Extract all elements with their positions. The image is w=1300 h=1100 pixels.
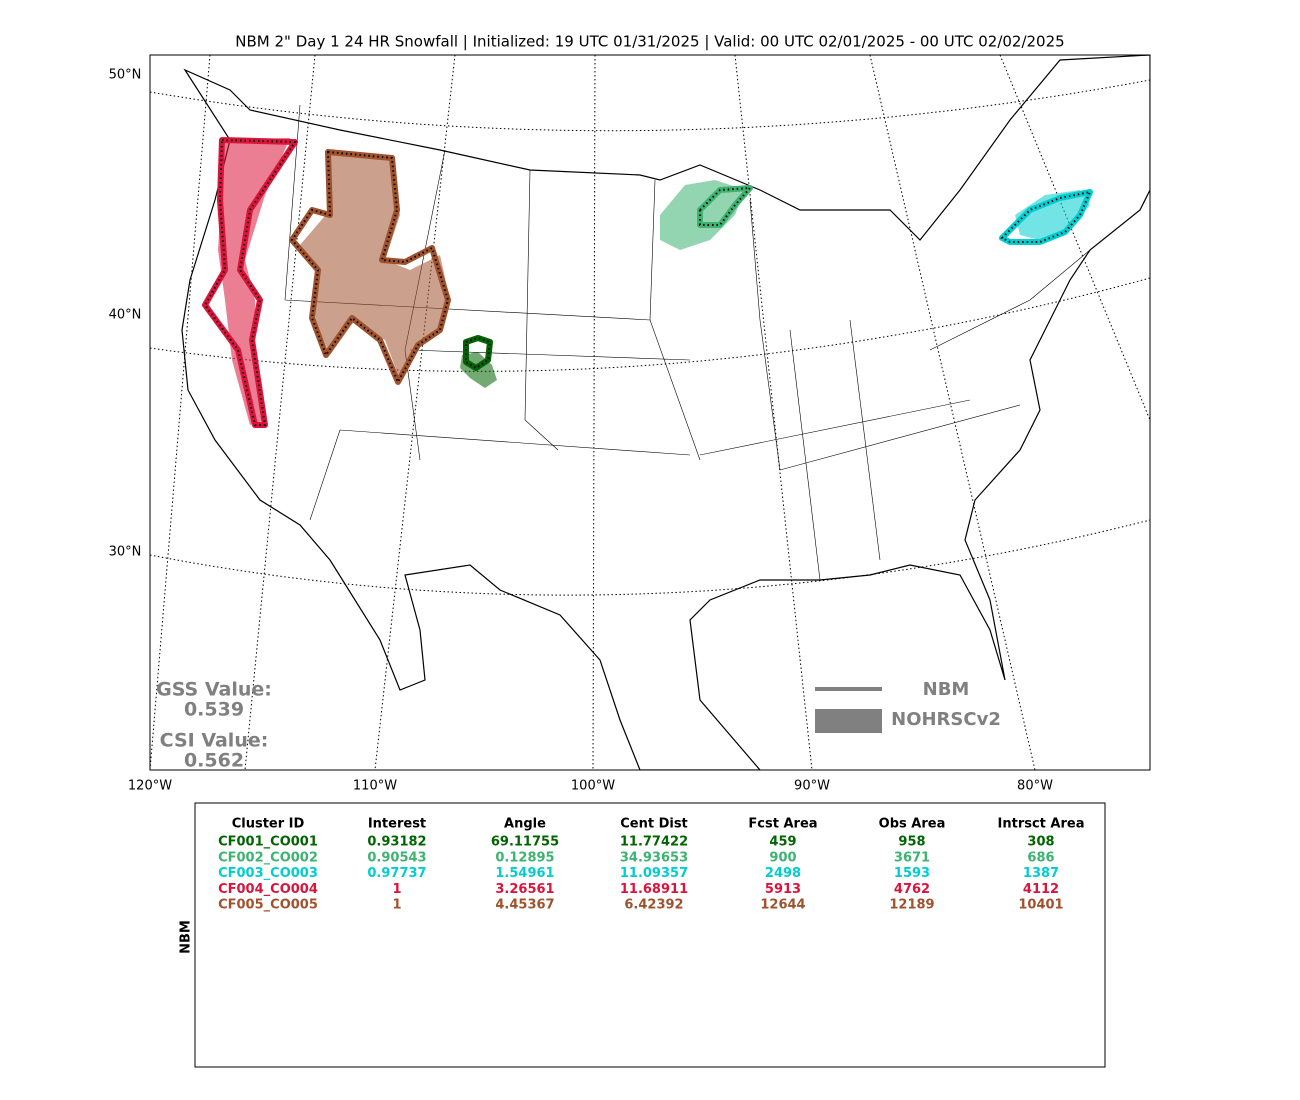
table-cell: 69.11755 bbox=[491, 835, 559, 850]
table-cell: 11.68911 bbox=[620, 882, 688, 897]
fcst-dots bbox=[699, 186, 753, 226]
table-header: Cent Dist bbox=[620, 817, 688, 832]
table-cell: 686 bbox=[1027, 850, 1054, 865]
obs-area bbox=[300, 155, 450, 380]
table-cell: 1593 bbox=[894, 866, 930, 881]
table-cell: 3671 bbox=[894, 850, 930, 865]
fcst-dots bbox=[290, 150, 450, 385]
table-cell: CF005_CO005 bbox=[218, 898, 318, 913]
csi-value: 0.562 bbox=[184, 750, 244, 772]
table-cell: 5913 bbox=[765, 882, 801, 897]
gss-label: GSS Value: bbox=[156, 679, 272, 701]
lat-label: 50°N bbox=[109, 68, 142, 83]
table-cell: 1 bbox=[392, 898, 401, 913]
table-frame bbox=[194, 802, 1106, 1068]
lon-label: 110°W bbox=[353, 779, 397, 794]
clusters bbox=[202, 137, 1093, 428]
table-cell: 958 bbox=[898, 835, 925, 850]
table-cell: 12189 bbox=[889, 898, 934, 913]
table-cell: CF002_CO002 bbox=[218, 850, 318, 865]
csi-label: CSI Value: bbox=[160, 730, 269, 752]
lat-label: 40°N bbox=[109, 308, 142, 323]
graticule bbox=[150, 519, 1150, 596]
table-cell: 10401 bbox=[1018, 898, 1063, 913]
table-cell: 1387 bbox=[1023, 866, 1059, 881]
table-cell: 1 bbox=[392, 882, 401, 897]
map-title: NBM 2" Day 1 24 HR Snowfall | Initialize… bbox=[235, 33, 1064, 51]
map-frame bbox=[149, 54, 1151, 771]
lon-label: 120°W bbox=[128, 779, 172, 794]
table-cell: 4112 bbox=[1023, 882, 1059, 897]
graticule bbox=[150, 79, 1150, 132]
table-cell: 0.93182 bbox=[367, 835, 426, 850]
table-cell: 3.26561 bbox=[495, 882, 554, 897]
table-cell: 0.90543 bbox=[367, 850, 426, 865]
lon-label: 80°W bbox=[1017, 779, 1053, 794]
table-cell: 2498 bbox=[765, 866, 801, 881]
table-cell: 4762 bbox=[894, 882, 930, 897]
fcst-dots bbox=[203, 138, 297, 426]
map: 50°N 40°N 30°N 120°W 110°W 100°W 90°W 80… bbox=[109, 54, 1151, 794]
coastline bbox=[181, 55, 1150, 770]
lat-label: 30°N bbox=[109, 545, 142, 560]
table-cell: 6.42392 bbox=[624, 898, 683, 913]
legend-label: NOHRSCv2 bbox=[891, 709, 1001, 730]
map-content bbox=[150, 55, 1150, 770]
table-cell: 34.93653 bbox=[620, 850, 688, 865]
lon-label: 100°W bbox=[571, 779, 615, 794]
table-cell: CF001_CO001 bbox=[218, 835, 318, 850]
table-cell: 308 bbox=[1027, 835, 1054, 850]
table-cell: 459 bbox=[769, 835, 796, 850]
table-cell: 11.09357 bbox=[620, 866, 688, 881]
table: Cluster ID Interest Angle Cent Dist Fcst Are… bbox=[218, 817, 1084, 913]
table-header: Intrsct Area bbox=[998, 817, 1085, 832]
table-cell: CF004_CO004 bbox=[218, 882, 318, 897]
legend-label: NBM bbox=[923, 679, 970, 700]
table-cell: 1.54961 bbox=[495, 866, 554, 881]
gss-value: 0.539 bbox=[184, 699, 244, 721]
table-cell: 0.12895 bbox=[495, 850, 554, 865]
table-cell: 4.45367 bbox=[495, 898, 554, 913]
table-header: Fcst Area bbox=[748, 817, 817, 832]
table-side-label: NBM bbox=[179, 920, 194, 954]
table-cell: 11.77422 bbox=[620, 835, 688, 850]
table-cell: CF003_CO003 bbox=[218, 866, 318, 881]
lon-label: 90°W bbox=[794, 779, 830, 794]
graticule bbox=[999, 55, 1150, 421]
table-header: Cluster ID bbox=[232, 817, 305, 832]
legend-fill bbox=[815, 709, 882, 733]
table-header: Interest bbox=[368, 817, 426, 832]
table-cell: 900 bbox=[769, 850, 796, 865]
table-header: Obs Area bbox=[879, 817, 946, 832]
table-cell: 12644 bbox=[760, 898, 805, 913]
fcst-dots bbox=[1000, 190, 1092, 243]
fcst-outline bbox=[463, 335, 493, 371]
table-cell: 0.97737 bbox=[367, 866, 426, 881]
table-header: Angle bbox=[504, 817, 546, 832]
